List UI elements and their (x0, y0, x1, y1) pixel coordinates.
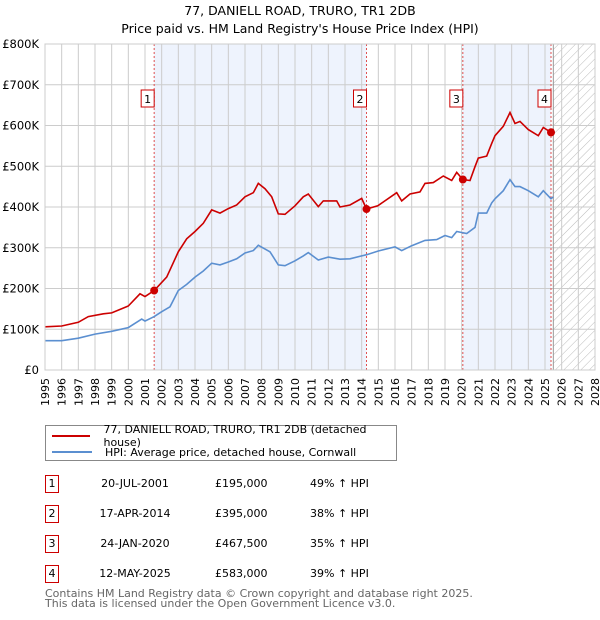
sale-point (458, 175, 467, 184)
chart-title: 77, DANIELL ROAD, TRURO, TR1 2DB (184, 3, 416, 18)
x-tick-label: 2021 (472, 378, 485, 406)
sale-label-border (353, 89, 367, 108)
x-tick-label: 2016 (389, 378, 402, 406)
sale-hpi-change: 38% ↑ HPI (310, 507, 369, 520)
x-tick-label: 2015 (372, 378, 385, 406)
sale-point (150, 286, 159, 295)
x-tick-label: 2028 (589, 378, 600, 406)
sale-label-box: 2 (353, 89, 367, 108)
sale-date: 20-JUL-2001 (101, 477, 169, 490)
x-tick-label: 2027 (572, 378, 585, 406)
x-tick-label: 2005 (206, 378, 219, 406)
sales-table-row: 3 24-JAN-2020 £467,500 35% ↑ HPI (45, 535, 445, 555)
y-tick-label: £600K (2, 119, 39, 133)
x-tick-label: 2003 (172, 378, 185, 406)
sale-hpi-change: 39% ↑ HPI (310, 567, 369, 580)
y-tick-label: £300K (2, 241, 39, 255)
sales-table-row: 1 20-JUL-2001 £195,000 49% ↑ HPI (45, 475, 445, 495)
x-tick-label: 2023 (506, 378, 519, 406)
x-tick-label: 1995 (39, 378, 52, 406)
sale-point (362, 205, 371, 214)
x-tick-label: 2024 (522, 378, 535, 406)
legend-label: 77, DANIELL ROAD, TRURO, TR1 2DB (detach… (103, 423, 367, 449)
x-tick-label: 2014 (356, 378, 369, 406)
chart-legend: 77, DANIELL ROAD, TRURO, TR1 2DB (detach… (45, 423, 397, 461)
x-tick-label: 2000 (122, 378, 135, 406)
sale-label-border (537, 89, 552, 108)
footer-licence: This data is licensed under the Open Gov… (45, 597, 396, 610)
sale-point (547, 128, 555, 137)
sale-number-badge: 3 (45, 535, 59, 553)
property-price-line (44, 110, 554, 328)
sale-date: 12-MAY-2025 (99, 567, 171, 580)
x-tick-label: 2013 (339, 378, 352, 406)
x-tick-label: 2012 (322, 378, 335, 406)
x-tick-label: 2022 (489, 378, 502, 406)
sale-price: £467,500 (215, 537, 268, 550)
x-tick-label: 2020 (456, 378, 469, 406)
y-tick-label: £0 (24, 363, 39, 377)
x-tick-label: 2026 (556, 378, 569, 406)
y-tick-label: £800K (2, 37, 39, 51)
y-tick-label: £700K (2, 78, 39, 92)
hpi-line (45, 178, 554, 342)
sale-label-number: 4 (541, 93, 548, 106)
x-tick-label: 2010 (289, 378, 302, 406)
x-tick-label: 2006 (222, 378, 235, 406)
price-chart: 1995 1996 1997 1998 1999 2000 2001 2002 2003 2004… (2, 37, 600, 406)
x-tick-label: 2018 (422, 378, 435, 406)
sale-price: £583,000 (215, 567, 268, 580)
legend-item-hpi: HPI: Average price, detached house, Corn… (52, 445, 356, 459)
x-tick-label: 2009 (272, 378, 285, 406)
chart-subtitle: Price paid vs. HM Land Registry's House … (121, 21, 479, 36)
x-tick-label: 1999 (106, 378, 119, 406)
x-tick-label: 2011 (306, 378, 319, 406)
x-tick-label: 2004 (189, 378, 202, 406)
sale-price: £395,000 (215, 507, 268, 520)
sales-table-row: 2 17-APR-2014 £395,000 38% ↑ HPI (45, 505, 445, 525)
footer-copyright: Contains HM Land Registry data © Crown c… (45, 587, 473, 600)
y-tick-label: £400K (2, 200, 39, 214)
x-tick-label: 2017 (406, 378, 419, 406)
sale-hpi-change: 35% ↑ HPI (310, 537, 369, 550)
sale-label-box: 1 (140, 89, 155, 108)
x-tick-label: 1997 (72, 378, 85, 406)
x-tick-label: 2019 (439, 378, 452, 406)
y-tick-label: £100K (2, 322, 39, 336)
sale-label-number: 1 (144, 93, 151, 106)
x-tick-label: 1998 (89, 378, 102, 406)
sale-date: 24-JAN-2020 (100, 537, 170, 550)
sale-label-box: 4 (537, 89, 552, 108)
sale-number-badge: 1 (45, 475, 59, 493)
sale-number-badge: 4 (45, 565, 59, 583)
x-tick-label: 2025 (539, 378, 552, 406)
y-tick-label: £500K (2, 159, 39, 173)
legend-swatch-red (52, 435, 91, 437)
sale-date: 17-APR-2014 (99, 507, 171, 520)
legend-swatch-blue (52, 451, 92, 453)
x-tick-label: 2002 (156, 378, 169, 406)
x-tick-label: 1996 (56, 378, 69, 406)
x-tick-label: 2001 (139, 378, 152, 406)
legend-label: HPI: Average price, detached house, Corn… (105, 445, 357, 459)
sale-label-number: 2 (357, 93, 364, 106)
x-tick-label: 2008 (256, 378, 269, 406)
sales-table-row: 4 12-MAY-2025 £583,000 39% ↑ HPI (45, 565, 445, 585)
sale-hpi-change: 49% ↑ HPI (310, 477, 369, 490)
legend-item-property: 77, DANIELL ROAD, TRURO, TR1 2DB (detach… (52, 423, 396, 449)
sale-label-number: 3 (453, 93, 460, 106)
sale-label-border (449, 89, 464, 108)
y-tick-label: £200K (2, 282, 39, 296)
sale-price: £195,000 (215, 477, 268, 490)
sale-label-border (140, 89, 155, 108)
plot-border (44, 43, 596, 371)
footer: Contains HM Land Registry data © Crown c… (45, 587, 473, 610)
sale-number-badge: 2 (45, 505, 59, 523)
x-tick-label: 2007 (239, 378, 252, 406)
sale-label-box: 3 (449, 89, 464, 108)
